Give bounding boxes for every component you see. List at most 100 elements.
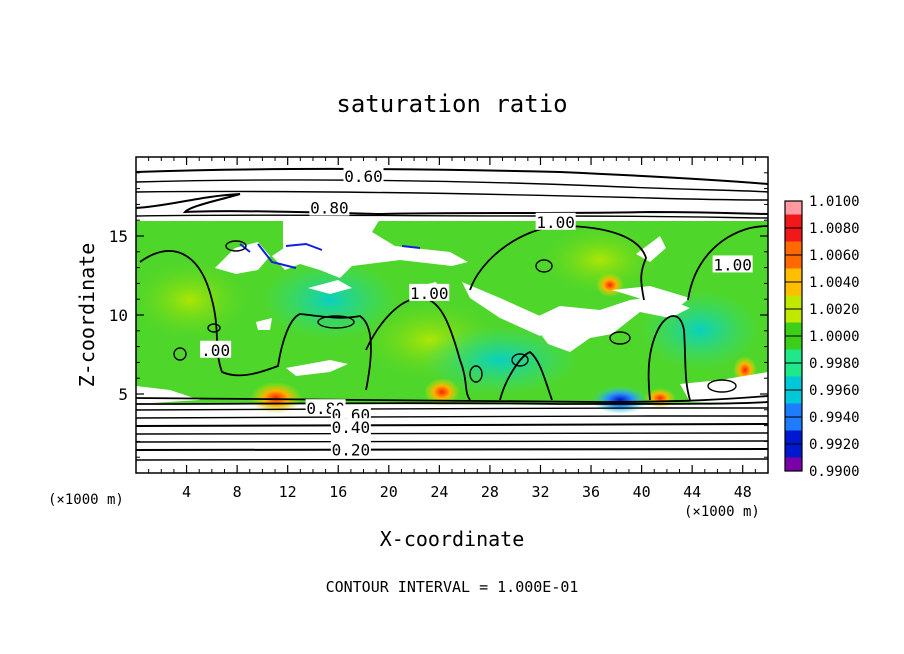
contour-line <box>136 423 768 427</box>
contour-label-box <box>535 212 576 230</box>
contour-line <box>136 190 768 201</box>
contour-label: 1.00 <box>536 213 575 232</box>
clear-air-gap <box>283 219 468 278</box>
yellowish-patch <box>136 260 250 340</box>
x-tick-label: 36 <box>582 483 600 501</box>
chart-title: saturation ratio <box>336 90 567 118</box>
colorbar-label: 1.0020 <box>809 302 860 318</box>
clear-air-gap <box>612 286 690 306</box>
contour-line <box>136 432 768 435</box>
contour-line <box>136 448 768 451</box>
supersaturation-spot <box>596 273 624 297</box>
x-axis-ticks: 4 8 12 16 20 24 28 32 36 40 44 48 <box>148 157 756 501</box>
colorbar-label: 1.0040 <box>809 275 860 291</box>
contour-loop <box>535 259 553 273</box>
yellowish-patch <box>540 225 660 295</box>
clear-air-gap <box>136 386 200 404</box>
contour-line <box>469 225 647 301</box>
colorbar-swatch <box>785 201 802 215</box>
contour-label-box <box>330 440 371 458</box>
clear-air-gap <box>462 282 548 336</box>
contour-line <box>136 401 768 405</box>
x-tick-label: 28 <box>481 483 499 501</box>
contour-loop <box>707 379 737 393</box>
contour-label-box <box>309 198 350 216</box>
x-tick-label: 12 <box>279 483 297 501</box>
x-tick-label: 44 <box>683 483 701 501</box>
contour-line <box>499 350 553 401</box>
contour-label-box <box>200 340 232 358</box>
colorbar-label: 0.9980 <box>809 356 860 372</box>
subsaturation-spot <box>592 386 648 414</box>
clear-air-gap <box>286 360 348 376</box>
contour-loop <box>207 323 221 333</box>
contour-label-box <box>343 166 384 184</box>
cyan-patch <box>420 325 580 395</box>
contour-line <box>136 214 768 219</box>
contour-interval-note: CONTOUR INTERVAL = 1.000E-01 <box>326 578 579 596</box>
y-axis-label: Z-coordinate <box>75 243 99 388</box>
blue-edge-marks <box>239 242 421 269</box>
contour-line <box>136 179 768 193</box>
clear-air-gap <box>680 372 768 404</box>
colorbar-label: 1.0060 <box>809 248 860 264</box>
colorbar: 1.0100 1.0080 1.0060 1.0040 1.0020 1.0000 0.99… <box>784 194 860 480</box>
clear-air-gap <box>530 296 690 352</box>
contour-loop <box>173 347 187 361</box>
contour-label: 0.60 <box>344 167 383 186</box>
contour-line <box>136 407 768 411</box>
contour-line <box>365 297 471 401</box>
contour-loop <box>511 353 529 367</box>
colorbar-label: 0.9920 <box>809 437 860 453</box>
colorbar-label: 1.0000 <box>809 329 860 345</box>
y-tick-label: 15 <box>109 227 128 246</box>
supersaturation-spot <box>250 382 302 414</box>
x-tick-label: 24 <box>430 483 448 501</box>
contour-line <box>647 315 691 401</box>
contour-label-box <box>712 255 753 273</box>
clear-air-gap <box>636 236 666 262</box>
contour-line <box>687 225 768 301</box>
x-tick-label: 8 <box>233 483 242 501</box>
clear-air-gap <box>272 240 312 270</box>
clear-air-gap <box>308 280 352 294</box>
contour-line <box>136 440 768 443</box>
x-tick-label: 20 <box>380 483 398 501</box>
contour-label: 1.00 <box>410 284 449 303</box>
contour-label-box <box>409 283 450 301</box>
x-tick-label: 16 <box>329 483 347 501</box>
clear-air-gap <box>215 242 270 274</box>
contour-line <box>136 415 768 419</box>
x-tick-label: 32 <box>531 483 549 501</box>
x-axis-label: X-coordinate <box>380 527 525 551</box>
colorbar-label: 0.9900 <box>809 464 860 480</box>
contour-label-box <box>330 418 371 436</box>
colorbar-swatch <box>785 457 802 471</box>
contour-line <box>136 458 768 461</box>
clear-air-gap <box>256 318 272 330</box>
colorbar-label: 0.9940 <box>809 410 860 426</box>
x-unit-label: (×1000 m) <box>684 504 760 520</box>
contour-label: .00 <box>201 341 230 360</box>
contour-label: 0.80 <box>310 199 349 218</box>
contour-loop <box>225 240 247 252</box>
x-unit-label: (×1000 m) <box>48 492 124 508</box>
contour-loop <box>609 331 631 345</box>
contour-label: 0.40 <box>332 418 371 437</box>
x-tick-label: 40 <box>633 483 651 501</box>
contour-label: 1.00 <box>713 255 752 274</box>
contour-line <box>136 168 768 185</box>
x-tick-label: 48 <box>734 483 752 501</box>
y-tick-label: 5 <box>118 385 128 404</box>
contour-line <box>139 250 372 391</box>
contour-loop <box>469 365 483 383</box>
colorbar-label: 0.9960 <box>809 383 860 399</box>
contour-line <box>136 395 768 403</box>
supersaturation-spot <box>424 378 460 406</box>
y-axis-ticks: 5 10 15 <box>109 172 768 458</box>
contour-loop <box>317 315 355 329</box>
x-tick-label: 4 <box>182 483 191 501</box>
contour-labels: 0.600.801.001.001.00.000.800.600.400.20 <box>200 166 753 459</box>
contour-label: 0.20 <box>332 440 371 459</box>
